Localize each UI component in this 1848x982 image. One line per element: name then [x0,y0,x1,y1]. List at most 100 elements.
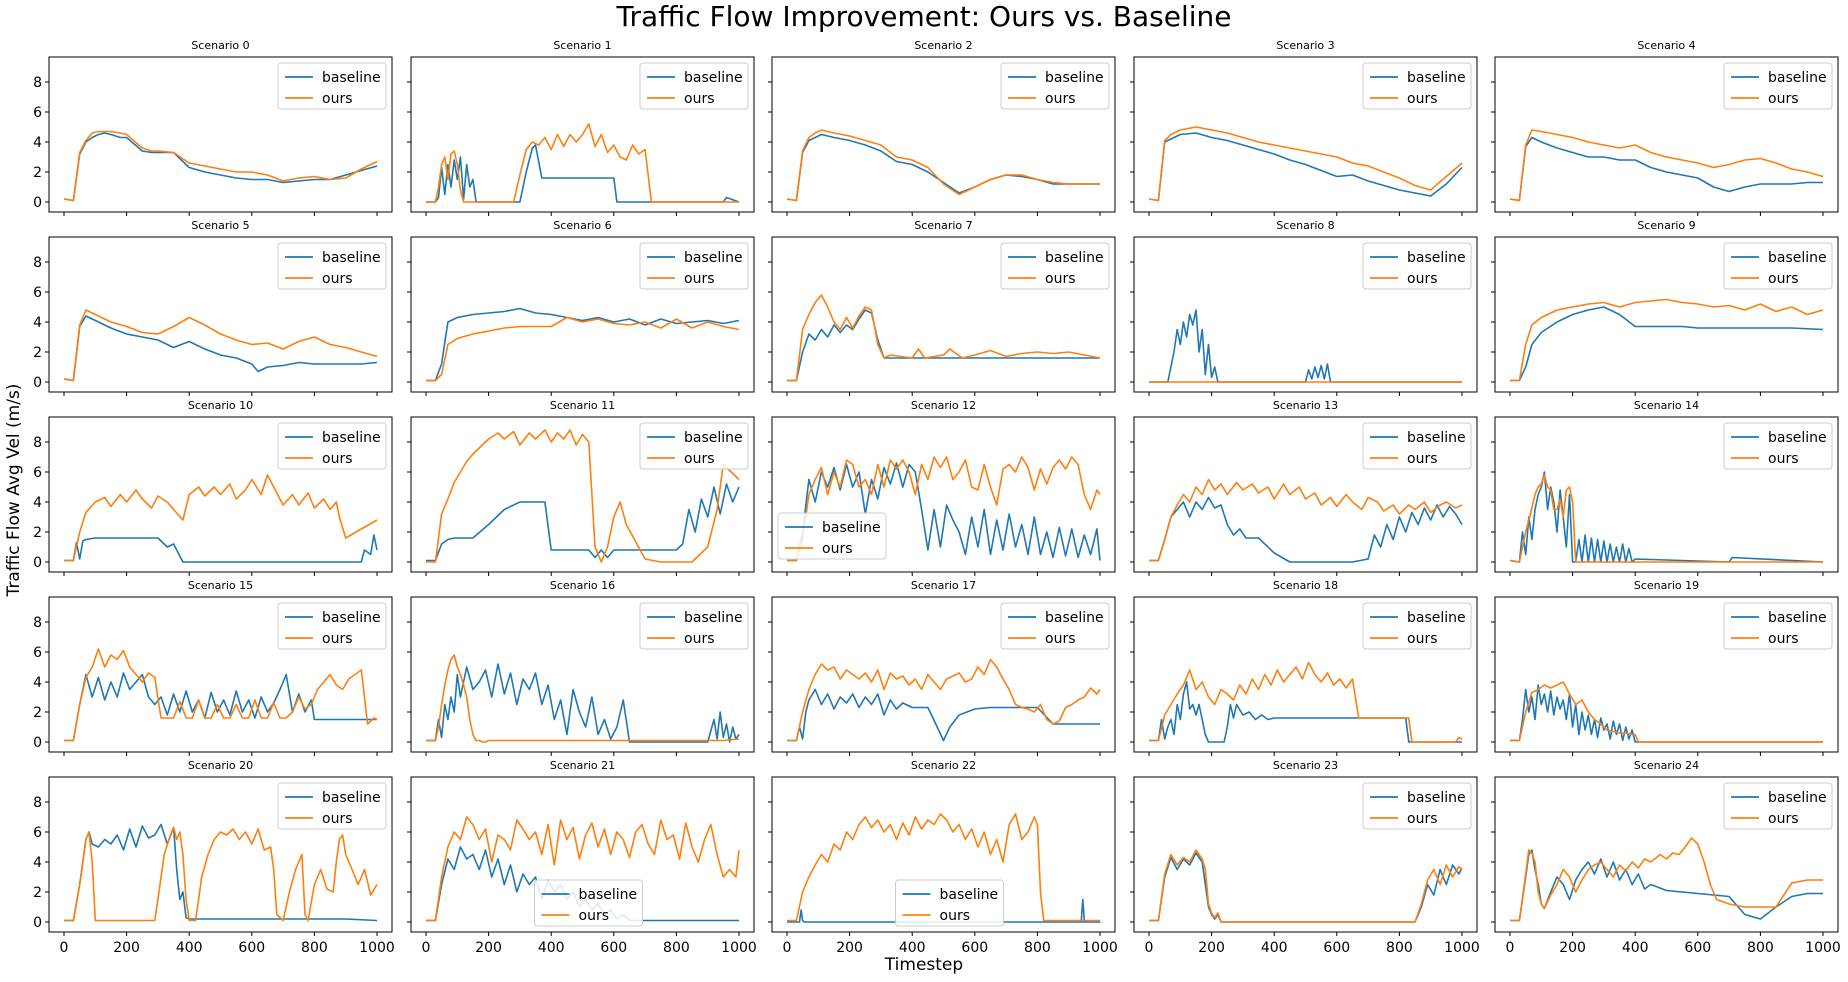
subplot-scenario-9: Scenario 9 baseline ours [1491,219,1839,396]
y-tick-label: 6 [33,825,42,841]
legend-label: baseline [1768,610,1827,626]
legend-label: baseline [1407,70,1466,86]
legend-label: baseline [1407,430,1466,446]
series-line-ours [1148,126,1463,202]
x-tick-label: 400 [899,940,926,956]
subplot-title: Scenario 24 [1634,759,1699,772]
y-tick-label: 2 [33,705,42,721]
x-tick-label: 600 [1323,940,1350,956]
legend-label: baseline [322,790,381,806]
series-line-baseline [787,309,1100,382]
legend-label: baseline [322,610,381,626]
legend-label: ours [322,811,353,827]
subplot-scenario-4: Scenario 4 baseline ours [1491,39,1839,216]
x-tick-label: 1000 [1082,940,1118,956]
legend-label: ours [322,91,353,107]
subplot-title: Scenario 2 [914,39,972,52]
subplot-scenario-17: Scenario 17 baseline ours [768,579,1116,756]
legend-label: ours [684,631,715,647]
x-axis-label: Timestep [884,955,964,975]
subplot-scenario-11: Scenario 11 baseline ours [407,399,755,576]
subplot-scenario-6: Scenario 6 baseline ours [407,219,755,396]
x-tick-label: 400 [1622,940,1649,956]
legend-label: baseline [940,887,999,903]
series-line-baseline [787,688,1100,742]
y-tick-label: 8 [33,615,42,631]
x-tick-label: 200 [113,940,140,956]
subplot-scenario-16: Scenario 16 baseline ours [407,579,755,756]
x-tick-label: 800 [1024,940,1051,956]
series-line-ours [426,816,740,922]
legend: baseline ours [1362,422,1472,470]
legend-label: ours [322,631,353,647]
x-tick-label: 800 [301,940,328,956]
y-tick-label: 4 [33,495,42,511]
subplot-title: Scenario 6 [553,219,611,232]
legend-label: baseline [1407,790,1466,806]
legend: baseline ours [534,879,643,927]
x-tick-label: 800 [1747,940,1774,956]
x-tick-label: 1000 [359,940,395,956]
x-tick-label: 800 [663,940,690,956]
series-line-ours [63,309,378,382]
y-axis-label: Traffic Flow Avg Vel (m/s) [4,383,24,597]
subplot-title: Scenario 13 [1273,399,1338,412]
legend-label: ours [1768,811,1799,827]
series-line-ours [64,648,378,742]
subplot-title: Scenario 3 [1276,39,1334,52]
series-line-ours [787,813,1100,922]
legend-label: ours [1768,271,1799,287]
series-line-ours [1509,474,1823,563]
x-tick-label: 600 [961,940,988,956]
legend-label: ours [1768,451,1799,467]
x-tick-label: 1000 [1805,940,1841,956]
legend-label: baseline [822,520,881,536]
x-tick-label: 400 [538,940,565,956]
y-tick-label: 2 [33,885,42,901]
legend: baseline ours [639,62,749,110]
legend-label: baseline [1045,610,1104,626]
subplot-scenario-24: Scenario 24 0 200 400 600 800 1000 baseline ours [1491,759,1841,956]
figure-title: Traffic Flow Improvement: Ours vs. Basel… [616,0,1232,33]
y-tick-label: 6 [33,105,42,121]
series-line-baseline [1510,306,1824,382]
subplot-scenario-23: Scenario 23 0 200 400 600 800 1000 baseline ours [1130,759,1480,956]
legend: baseline ours [277,782,387,830]
y-tick-label: 0 [33,555,42,571]
series-line-baseline [426,663,740,743]
x-tick-label: 0 [60,940,69,956]
x-tick-label: 0 [783,940,792,956]
subplot-title: Scenario 1 [553,39,611,52]
legend-label: ours [1407,631,1438,647]
series-line-baseline [426,483,740,562]
subplot-title: Scenario 5 [191,219,249,232]
subplot-scenario-7: Scenario 7 baseline ours [768,219,1116,396]
y-tick-label: 8 [33,255,42,271]
x-tick-label: 200 [1198,940,1225,956]
subplot-scenario-13: Scenario 13 baseline ours [1130,399,1478,576]
subplot-title: Scenario 11 [550,399,615,412]
series-line-ours [1149,661,1463,743]
legend-label: ours [1407,451,1438,467]
legend-label: ours [1407,271,1438,287]
legend: baseline ours [1723,242,1833,290]
x-tick-label: 800 [1386,940,1413,956]
legend: baseline ours [1362,62,1472,110]
legend: baseline ours [1723,602,1833,650]
subplot-title: Scenario 21 [550,759,615,772]
series-line-baseline [1148,132,1463,202]
series-line-ours [64,826,378,922]
y-tick-label: 0 [33,375,42,391]
series-line-baseline [63,315,378,382]
series-line-ours [1149,478,1463,562]
legend-label: baseline [684,70,743,86]
legend-label: ours [1045,631,1076,647]
subplot-title: Scenario 10 [188,399,253,412]
series-line-baseline [1149,309,1462,383]
subplot-scenario-14: Scenario 14 baseline ours [1491,399,1839,576]
legend: baseline ours [277,602,387,650]
legend-label: ours [322,451,353,467]
series-line-baseline [426,144,740,203]
legend: baseline ours [1362,242,1472,290]
legend-label: baseline [684,610,743,626]
